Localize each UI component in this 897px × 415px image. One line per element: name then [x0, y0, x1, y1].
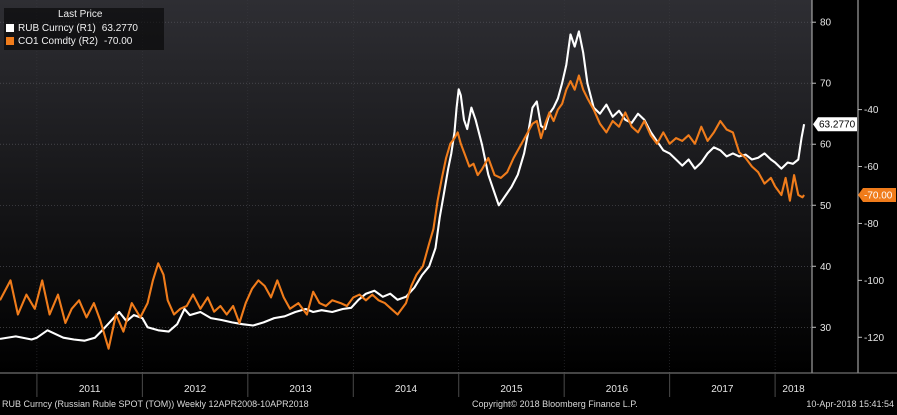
x-tick-label: 2012	[184, 384, 207, 395]
y2-tick-label: -120	[864, 333, 884, 344]
x-tick-label: 2017	[711, 384, 734, 395]
legend-value-rub: 63.2770	[101, 23, 138, 34]
legend-swatch-rub	[6, 24, 14, 32]
plot-background	[0, 0, 812, 373]
last-value-label-co1: -70.00	[864, 190, 893, 201]
series-line-co1	[0, 74, 805, 350]
x-tick-label: 2014	[395, 384, 418, 395]
series-layer	[0, 30, 806, 350]
x-tick-label: 2011	[79, 384, 101, 395]
y2-tick-label: -80	[864, 219, 879, 230]
footer-bar: RUB Curncy (Russian Ruble SPOT (TOM)) We…	[0, 398, 897, 411]
y2-tick-label: -100	[864, 276, 884, 287]
footer-copyright: Copyright© 2018 Bloomberg Finance L.P.	[472, 399, 638, 409]
last-value-tags: 63.2770 -70.00	[813, 117, 896, 202]
x-tick-label: 2018	[782, 384, 805, 395]
y2-tick-label: -40	[864, 105, 879, 116]
legend-item-rub: RUB Curncy (R1) 63.2770	[6, 23, 138, 34]
legend-label-rub: RUB Curncy (R1)	[18, 23, 96, 34]
last-value-label-rub: 63.2770	[819, 120, 856, 131]
x-tick-label: 2015	[500, 384, 523, 395]
legend-value-co1: -70.00	[104, 36, 133, 47]
y1-tick-label: 40	[820, 262, 832, 273]
y1-tick-label: 60	[820, 140, 832, 151]
y2-tick-label: -60	[864, 162, 879, 173]
last-value-tag-rub	[813, 117, 857, 132]
legend-item-co1: CO1 Comdty (R2) -70.00	[6, 36, 132, 47]
footer-timestamp: 10-Apr-2018 15:41:54	[806, 399, 894, 409]
series-line-rub	[0, 30, 806, 342]
legend: Last Price RUB Curncy (R1) 63.2770 CO1 Co…	[4, 8, 164, 50]
grid-lines	[0, 0, 812, 373]
x-tick-label: 2016	[606, 384, 629, 395]
y1-tick-label: 70	[820, 79, 832, 90]
axes: 30 40 50 60 70 80 -120 -100 -80 -60 -40 2011 2012 201…	[0, 0, 897, 397]
legend-label-co1: CO1 Comdty (R2)	[18, 36, 99, 47]
y1-tick-label: 80	[820, 18, 832, 29]
legend-title: Last Price	[58, 9, 103, 20]
y1-tick-label: 30	[820, 323, 832, 334]
footer-security-description: RUB Curncy (Russian Ruble SPOT (TOM)) We…	[2, 399, 309, 409]
y1-tick-label: 50	[820, 201, 832, 212]
last-value-tag-co1	[858, 187, 896, 202]
x-tick-label: 2013	[289, 384, 312, 395]
legend-swatch-co1	[6, 37, 14, 45]
